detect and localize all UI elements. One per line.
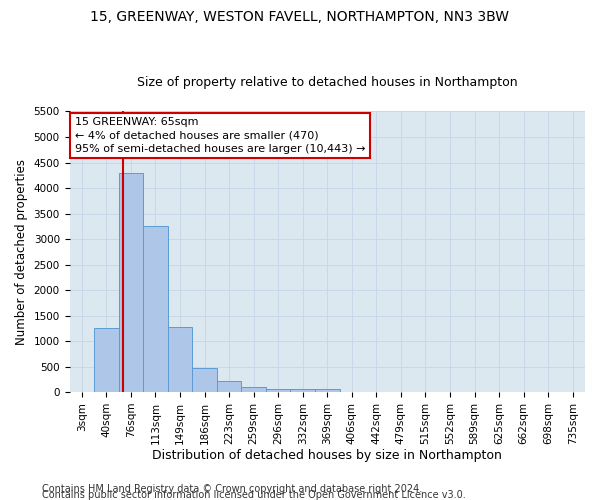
Bar xyxy=(94,328,119,392)
Text: 15 GREENWAY: 65sqm
← 4% of detached houses are smaller (470)
95% of semi-detache: 15 GREENWAY: 65sqm ← 4% of detached hous… xyxy=(74,117,365,154)
X-axis label: Distribution of detached houses by size in Northampton: Distribution of detached houses by size … xyxy=(152,450,502,462)
Bar xyxy=(241,388,266,392)
Y-axis label: Number of detached properties: Number of detached properties xyxy=(15,159,28,345)
Text: 15, GREENWAY, WESTON FAVELL, NORTHAMPTON, NN3 3BW: 15, GREENWAY, WESTON FAVELL, NORTHAMPTON… xyxy=(91,10,509,24)
Bar xyxy=(168,327,192,392)
Bar xyxy=(119,172,143,392)
Bar xyxy=(290,390,315,392)
Text: Contains HM Land Registry data © Crown copyright and database right 2024.: Contains HM Land Registry data © Crown c… xyxy=(42,484,422,494)
Bar xyxy=(315,390,340,392)
Bar xyxy=(266,389,290,392)
Bar xyxy=(143,226,168,392)
Bar xyxy=(217,382,241,392)
Text: Contains public sector information licensed under the Open Government Licence v3: Contains public sector information licen… xyxy=(42,490,466,500)
Title: Size of property relative to detached houses in Northampton: Size of property relative to detached ho… xyxy=(137,76,518,90)
Bar xyxy=(192,368,217,392)
